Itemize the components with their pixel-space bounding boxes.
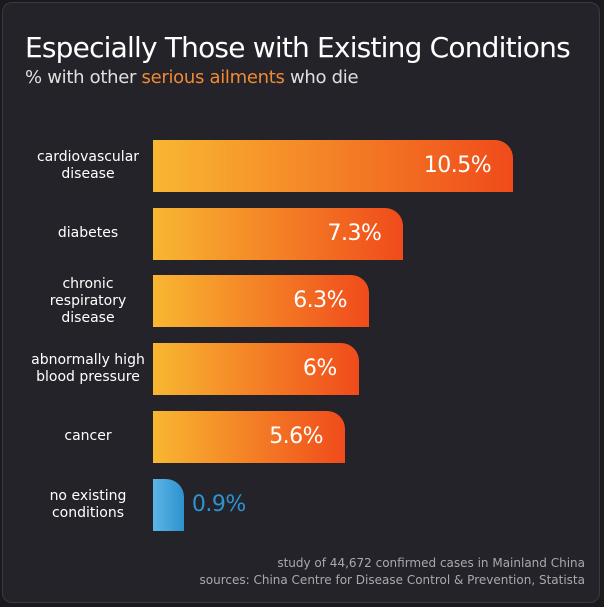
value-label: 6.3% [293, 288, 348, 314]
subtitle-part: serious ailments [141, 67, 285, 88]
bar [153, 410, 346, 463]
category-label: cardiovascular disease [36, 149, 140, 182]
value-label: 6% [302, 356, 337, 382]
category-label: no existing conditions [49, 487, 127, 521]
footnote: sources: China Centre for Disease Contro… [199, 573, 586, 587]
category-label: diabetes [57, 225, 119, 242]
value-label: 7.3% [327, 220, 382, 246]
value-label: 5.6% [269, 423, 324, 449]
category-label: abnormally high blood pressure [31, 352, 145, 386]
subtitle-part: % with other [25, 67, 142, 88]
footnote: study of 44,672 confirmed cases in Mainl… [277, 556, 585, 570]
bar [153, 275, 370, 328]
bar [153, 478, 184, 531]
chart-subtitle: % with other serious ailments who die [25, 67, 359, 88]
category-label: chronic respiratory disease [49, 275, 127, 326]
value-label: 0.9% [191, 491, 246, 517]
bar [153, 140, 514, 192]
value-label: 10.5% [423, 153, 492, 178]
chart-title: Especially Those with Existing Condition… [25, 31, 571, 64]
subtitle-part: who die [284, 67, 359, 88]
bar [153, 343, 359, 396]
category-label: cancer [64, 428, 112, 445]
bar [153, 207, 404, 260]
